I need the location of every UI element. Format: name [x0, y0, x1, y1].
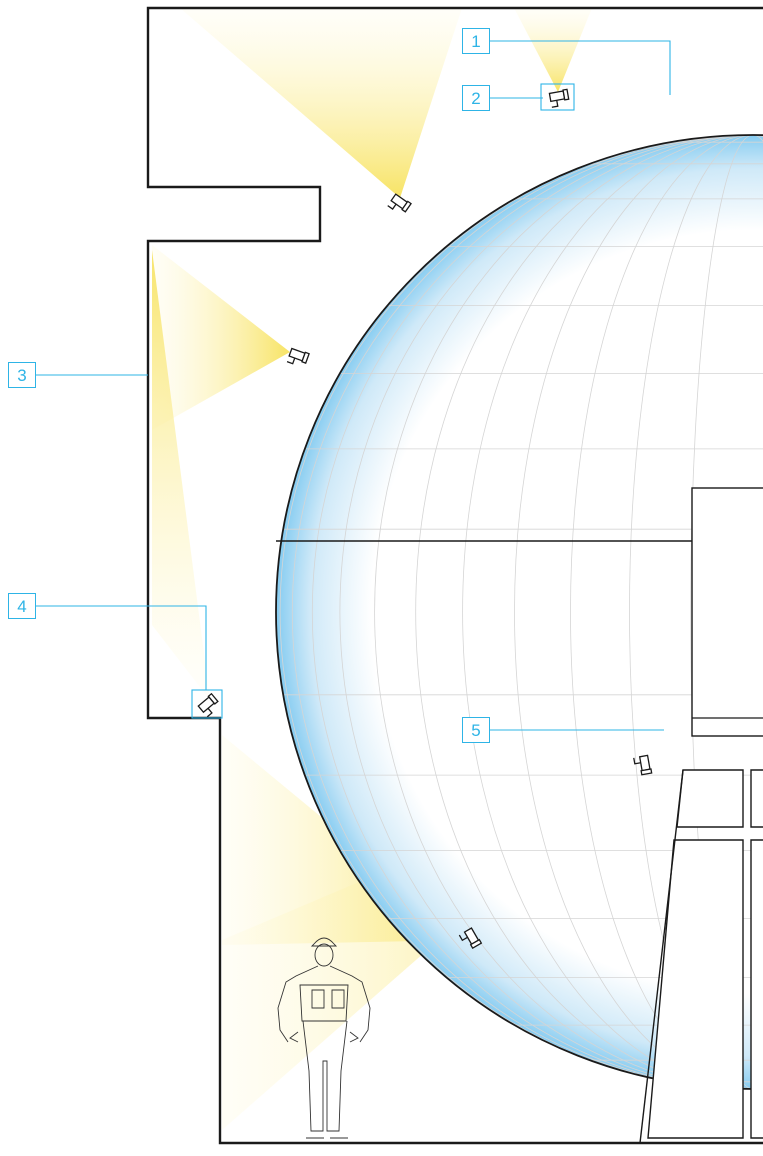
callout-3: 3	[8, 362, 36, 388]
floodlight-icon	[388, 193, 411, 216]
callout-5: 5	[462, 717, 490, 743]
floodlight-icon	[549, 89, 569, 107]
callout-1: 1	[462, 28, 490, 54]
floodlight-icon	[198, 694, 221, 717]
beam-top-left	[180, 8, 462, 198]
beam-top	[514, 8, 592, 92]
floodlight-icon	[287, 348, 309, 368]
callout-4: 4	[8, 593, 36, 619]
callout-2: 2	[462, 85, 490, 111]
beam-upper-left	[152, 245, 290, 430]
stage-screen	[692, 488, 763, 736]
